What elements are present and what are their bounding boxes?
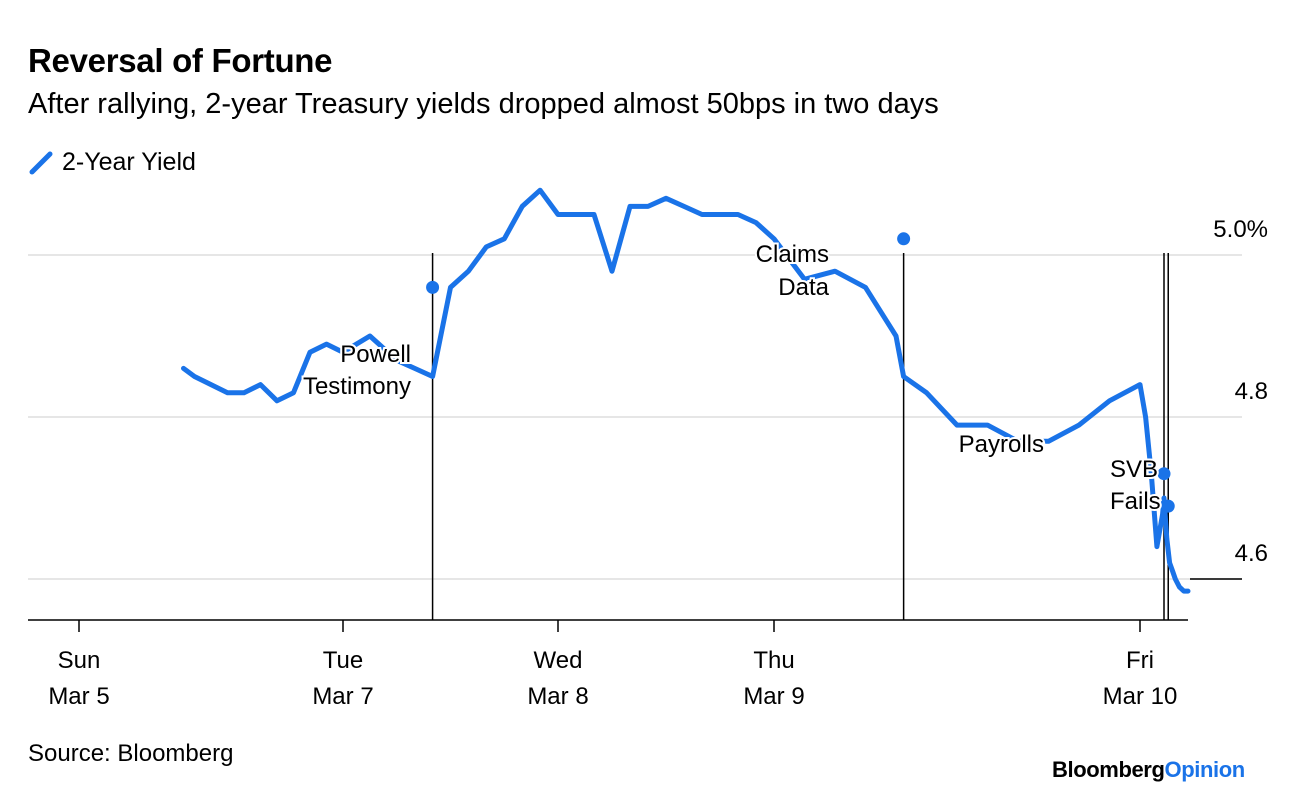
- x-tick-date-3: Mar 9: [743, 683, 804, 710]
- chart-title: Reversal of Fortune: [28, 42, 333, 79]
- x-tick-day-4: Fri: [1126, 647, 1154, 674]
- annotation-label-1-line2: Data: [778, 274, 829, 301]
- x-tick-date-2: Mar 8: [527, 683, 588, 710]
- legend-swatch-icon: [29, 151, 53, 174]
- source-note: Source: Bloomberg: [28, 740, 234, 767]
- x-tick-day-1: Tue: [323, 647, 363, 674]
- y-tick-label-2: 4.6: [1235, 540, 1268, 567]
- legend-label: 2-Year Yield: [62, 148, 196, 176]
- x-tick-day-3: Thu: [753, 647, 794, 674]
- legend: 2-Year Yield: [28, 148, 196, 177]
- annotation-label-3-line1: SVB: [1110, 456, 1158, 483]
- chart-subtitle: After rallying, 2-year Treasury yields d…: [28, 88, 939, 120]
- brand-accent: Opinion: [1164, 757, 1246, 782]
- y-tick-label-0: 5.0%: [1213, 216, 1268, 243]
- x-tick-date-4: Mar 10: [1103, 683, 1178, 710]
- y-tick-label-1: 4.8: [1235, 378, 1268, 405]
- brand-logo: BloombergOpinion: [1052, 757, 1245, 783]
- x-tick-day-2: Wed: [534, 647, 583, 674]
- annotation-label-2-line1: Payrolls: [959, 431, 1044, 458]
- event-marker-3: [1161, 499, 1175, 513]
- series-line-2-year-yield: [181, 187, 1191, 594]
- x-tick-date-1: Mar 7: [312, 683, 373, 710]
- annotation-label-0-line2: Testimony: [303, 373, 411, 400]
- annotation-label-3-line2: Fails: [1110, 488, 1161, 515]
- brand-main: Bloomberg: [1052, 757, 1165, 782]
- annotation-label-0-line1: Powell: [340, 341, 411, 368]
- event-marker-2: [1157, 467, 1171, 481]
- event-marker-1: [897, 232, 911, 246]
- event-marker-0: [426, 280, 440, 294]
- x-tick-day-0: Sun: [58, 647, 101, 674]
- annotation-label-1-line1: Claims: [756, 241, 829, 268]
- x-tick-date-0: Mar 5: [48, 683, 109, 710]
